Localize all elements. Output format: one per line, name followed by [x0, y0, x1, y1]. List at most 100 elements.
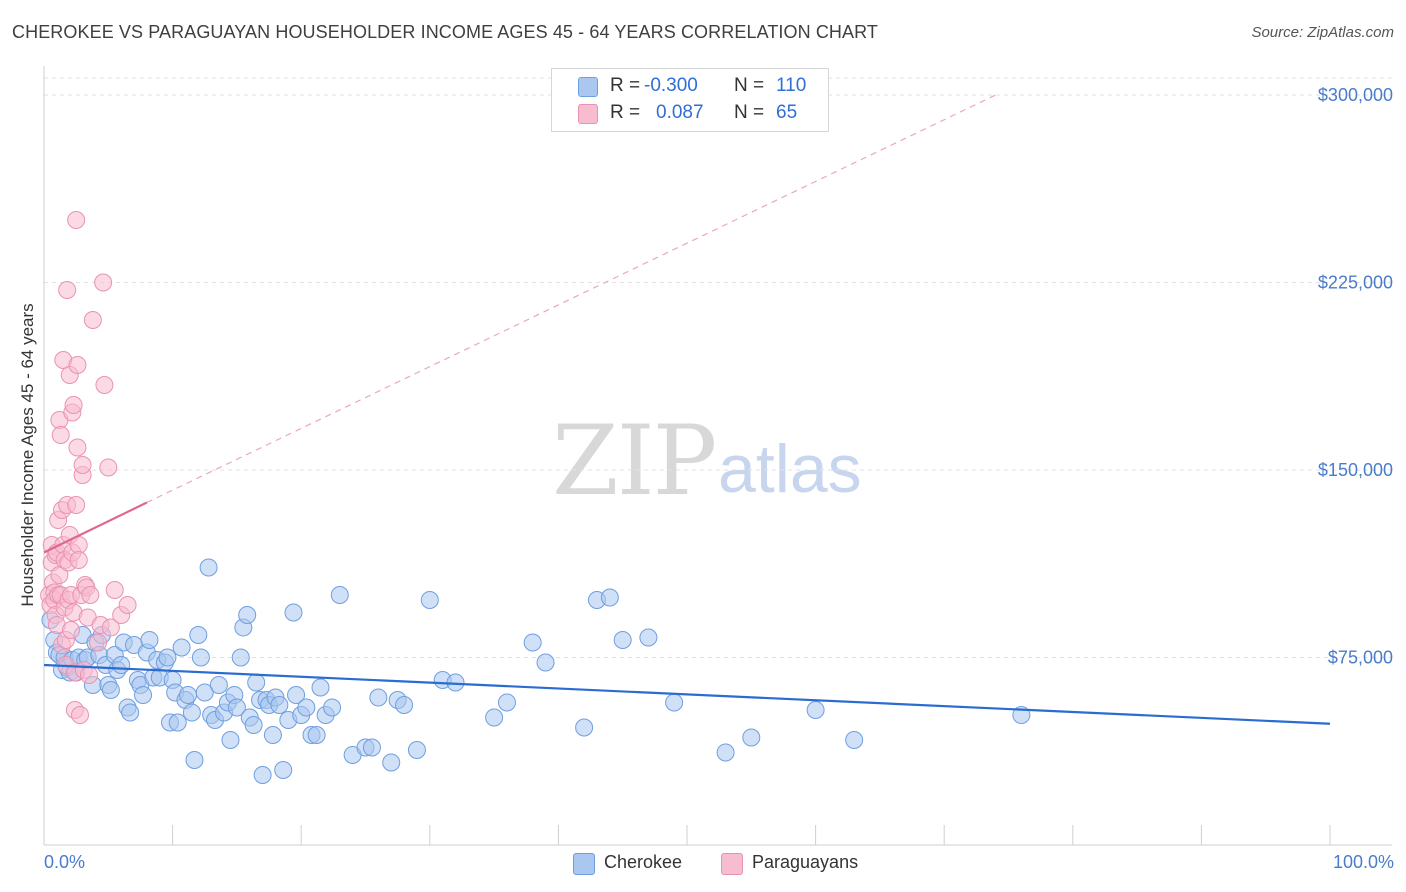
point-cherokee — [134, 686, 153, 704]
point-cherokee — [307, 726, 326, 744]
point-cherokee — [209, 676, 228, 694]
axes — [43, 66, 1392, 846]
point-paraguayans — [71, 706, 90, 724]
legend-r-label: R = — [610, 75, 641, 96]
legend-n-label: N = — [734, 75, 765, 96]
point-cherokee — [112, 656, 131, 674]
point-cherokee — [575, 718, 594, 737]
point-cherokee — [247, 673, 266, 692]
point-cherokee — [395, 696, 414, 714]
point-cherokee — [311, 678, 330, 697]
point-cherokee — [600, 588, 619, 607]
point-cherokee — [845, 731, 864, 749]
point-cherokee — [716, 743, 735, 762]
correlation-legend: R = -0.300 N = 110 R = 0.087 N = 65 — [551, 68, 829, 132]
point-cherokee — [485, 708, 504, 727]
point-cherokee — [270, 696, 289, 714]
point-cherokee — [227, 698, 246, 717]
point-cherokee — [121, 703, 140, 722]
point-paraguayans — [69, 551, 88, 569]
point-paraguayans — [118, 596, 137, 614]
point-cherokee — [172, 638, 191, 657]
point-paraguayans — [62, 621, 81, 639]
point-cherokee — [287, 686, 306, 704]
grid-lines — [44, 77, 1392, 658]
legend-swatch-cherokee — [578, 77, 598, 97]
point-cherokee — [420, 591, 439, 609]
x-tick-label-max: 100.0% — [1332, 852, 1394, 872]
bottom-legend-label-cherokee: Cherokee — [604, 852, 683, 872]
point-cherokee — [158, 648, 177, 667]
point-paraguayans — [73, 456, 92, 474]
point-cherokee — [244, 716, 263, 734]
point-cherokee — [191, 648, 210, 667]
watermark-atlas: atlas — [718, 431, 862, 507]
point-paraguayans — [68, 356, 87, 374]
x-tick-label-min: 0.0% — [44, 852, 86, 872]
legend-r-label: R = — [610, 102, 641, 123]
point-paraguayans — [99, 458, 118, 477]
bottom-legend-label-paraguayans: Paraguayans — [752, 852, 859, 872]
trend-line-paraguayans — [43, 501, 148, 554]
point-cherokee — [407, 741, 426, 759]
point-cherokee — [168, 713, 187, 732]
chart-title: CHEROKEE VS PARAGUAYAN HOUSEHOLDER INCOM… — [12, 22, 879, 42]
point-paraguayans — [83, 311, 102, 329]
point-cherokee — [523, 633, 542, 652]
point-cherokee — [284, 603, 303, 622]
point-cherokee — [238, 606, 257, 624]
point-cherokee — [297, 698, 316, 717]
point-cherokee — [806, 701, 825, 719]
point-cherokee — [742, 728, 761, 747]
point-cherokee — [382, 753, 401, 772]
point-paraguayans — [94, 273, 113, 292]
legend-n-value: 65 — [776, 102, 798, 123]
source-label: Source: ZipAtlas.com — [1251, 24, 1394, 41]
point-cherokee — [182, 703, 201, 722]
data-points — [40, 211, 1031, 784]
y-tick-label: $225,000 — [1318, 273, 1393, 293]
point-cherokee — [185, 751, 204, 769]
point-cherokee — [189, 626, 208, 644]
legend-r-value: -0.300 — [644, 75, 698, 96]
legend-n-label: N = — [734, 102, 765, 123]
point-paraguayans — [67, 496, 86, 514]
bottom-legend-swatch-paraguayans — [721, 853, 743, 875]
point-cherokee — [369, 688, 388, 707]
y-tick-label: $75,000 — [1328, 648, 1393, 668]
point-paraguayans — [51, 426, 70, 444]
point-cherokee — [263, 726, 282, 744]
trend-extension-paraguayans — [146, 94, 996, 504]
point-cherokee — [199, 558, 218, 577]
point-cherokee — [536, 653, 555, 672]
point-cherokee — [179, 686, 198, 704]
y-axis-label: Householder Income Ages 45 - 64 years — [18, 303, 37, 607]
point-cherokee — [639, 628, 658, 647]
point-cherokee — [195, 683, 214, 702]
point-cherokee — [101, 681, 120, 699]
trend-lines — [43, 501, 1331, 725]
point-cherokee — [323, 698, 342, 717]
point-cherokee — [253, 766, 272, 784]
point-paraguayans — [101, 618, 120, 637]
y-tick-labels: $75,000 $150,000 $225,000 $300,000 — [1318, 85, 1393, 668]
point-paraguayans — [67, 211, 86, 229]
point-paraguayans — [68, 438, 87, 457]
y-tick-label: $300,000 — [1318, 85, 1393, 105]
point-paraguayans — [80, 666, 99, 684]
point-cherokee — [497, 693, 516, 712]
point-paraguayans — [95, 376, 114, 394]
point-paraguayans — [81, 586, 100, 604]
point-cherokee — [665, 693, 684, 712]
point-cherokee — [330, 586, 349, 604]
bottom-legend-swatch-cherokee — [573, 853, 595, 875]
point-paraguayans — [64, 396, 83, 414]
point-cherokee — [221, 731, 240, 749]
point-paraguayans — [58, 281, 77, 299]
point-cherokee — [613, 631, 632, 649]
trend-line-cherokee — [43, 663, 1331, 725]
point-cherokee — [231, 648, 250, 667]
point-paraguayans — [105, 581, 124, 599]
point-cherokee — [362, 738, 381, 757]
